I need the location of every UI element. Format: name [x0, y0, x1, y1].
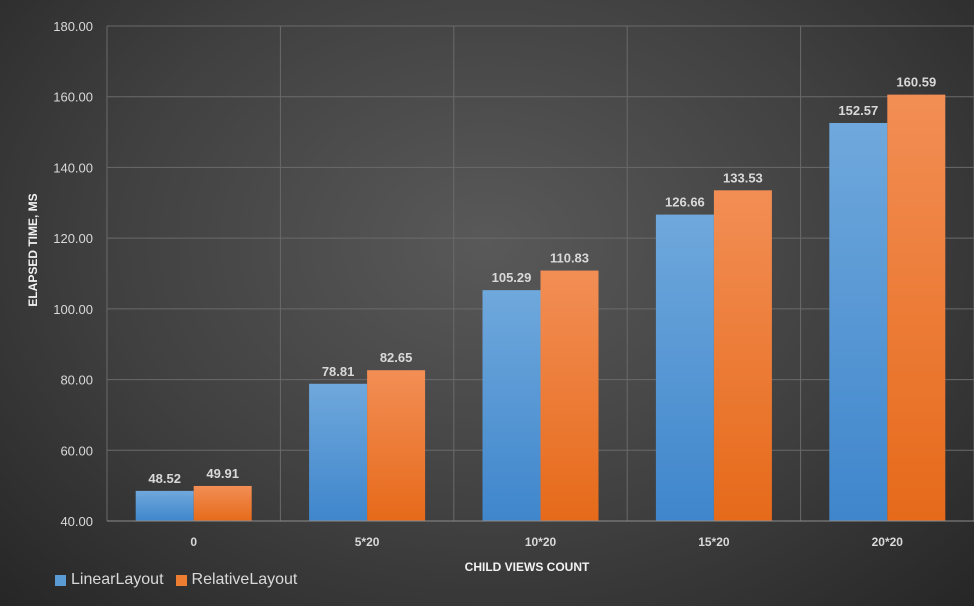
gridlines: [106, 25, 974, 521]
legend-label-relativelayout: RelativeLayout: [191, 571, 298, 588]
x-axis-ticks: 0 5*20 10*20 15*20 20*20: [190, 535, 903, 549]
x-tick-label: 15*20: [698, 535, 730, 549]
x-tick-label: 20*20: [872, 535, 904, 549]
y-tick-label: 100.00: [53, 302, 93, 317]
data-label-linearlayout-10-20: 105.29: [492, 270, 532, 285]
data-label-relativelayout-10-20: 110.83: [550, 251, 589, 266]
legend: LinearLayout RelativeLayout: [55, 571, 297, 589]
legend-item-relativelayout: RelativeLayout: [175, 571, 298, 589]
legend-item-linearlayout: LinearLayout: [55, 571, 164, 589]
legend-swatch-linearlayout: [55, 574, 66, 586]
x-axis-title: CHILD VIEWS COUNT: [465, 560, 590, 574]
y-tick-label: 140.00: [53, 160, 93, 175]
y-tick-label: 80.00: [60, 373, 93, 388]
x-tick-label: 5*20: [355, 535, 380, 549]
data-label-relativelayout-20-20: 160.59: [896, 75, 936, 90]
y-tick-label: 60.00: [60, 443, 93, 458]
legend-label-linearlayout: LinearLayout: [71, 571, 164, 588]
bar-linearlayout-10-20: [482, 290, 541, 521]
bar-linearlayout-5-20: [309, 383, 368, 521]
data-label-relativelayout-0: 49.91: [206, 466, 239, 481]
y-axis-ticks: 40.00 60.00 80.00 100.00 120.00 140.00 160.00 1…: [53, 19, 93, 529]
bar-relativelayout-5-20: [367, 370, 426, 521]
data-label-relativelayout-15-20: 133.53: [723, 170, 763, 185]
data-label-linearlayout-0: 48.52: [148, 471, 181, 486]
y-tick-label: 120.00: [53, 231, 93, 246]
y-axis-title: ELAPSED TIME, MS: [26, 193, 40, 306]
data-label-linearlayout-5-20: 78.81: [322, 364, 355, 379]
bars: [135, 94, 946, 522]
bar-linearlayout-15-20: [655, 214, 714, 521]
bar-relativelayout-0: [193, 485, 252, 521]
y-tick-label: 160.00: [53, 90, 93, 105]
legend-swatch-relativelayout: [175, 574, 187, 586]
data-labels: 48.52 49.91 78.81 82.65 105.29 110.83 126.66 13…: [148, 75, 936, 486]
bar-relativelayout-10-20: [540, 270, 599, 521]
bar-relativelayout-20-20: [887, 94, 946, 522]
data-label-relativelayout-5-20: 82.65: [380, 350, 413, 365]
y-tick-label: 180.00: [53, 19, 93, 34]
x-tick-label: 0: [190, 535, 197, 549]
y-tick-label: 40.00: [60, 514, 93, 529]
bar-linearlayout-0: [135, 490, 194, 521]
x-tick-label: 10*20: [525, 535, 557, 549]
bar-relativelayout-15-20: [713, 190, 772, 522]
data-label-linearlayout-20-20: 152.57: [838, 103, 878, 118]
data-label-linearlayout-15-20: 126.66: [665, 195, 705, 210]
bar-linearlayout-20-20: [829, 122, 888, 521]
